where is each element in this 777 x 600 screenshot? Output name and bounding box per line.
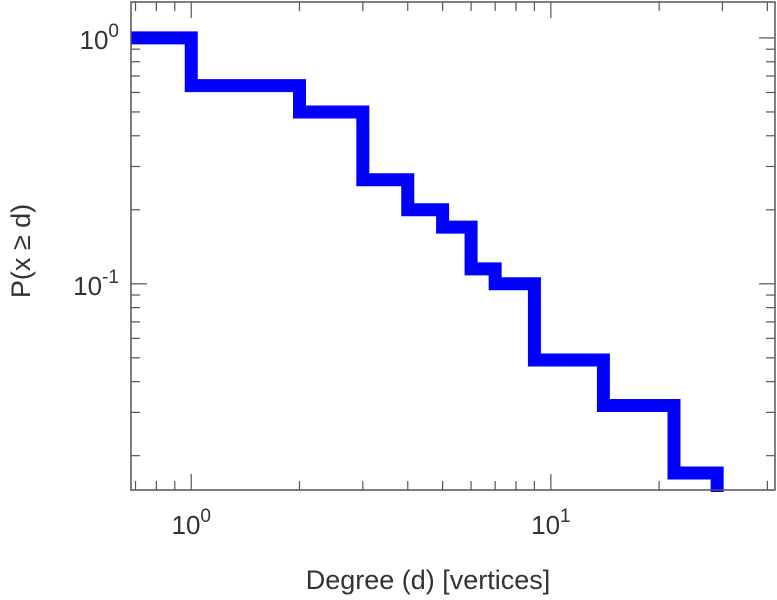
axis-ticks bbox=[131, 2, 775, 490]
y-tick-labels: 100 10-1 bbox=[73, 21, 119, 301]
y-axis-title: P(x ≥ d) bbox=[6, 204, 36, 298]
x-axis-title: Degree (d) [vertices] bbox=[306, 565, 551, 595]
x-tick-labels: 100 101 bbox=[171, 506, 570, 540]
x-tick-label: 100 bbox=[171, 506, 211, 540]
plot-frame bbox=[130, 1, 776, 491]
y-tick-label: 10-1 bbox=[73, 267, 119, 301]
y-tick-label: 100 bbox=[80, 21, 120, 55]
series-line bbox=[131, 31, 724, 492]
x-tick-label: 101 bbox=[531, 506, 571, 540]
